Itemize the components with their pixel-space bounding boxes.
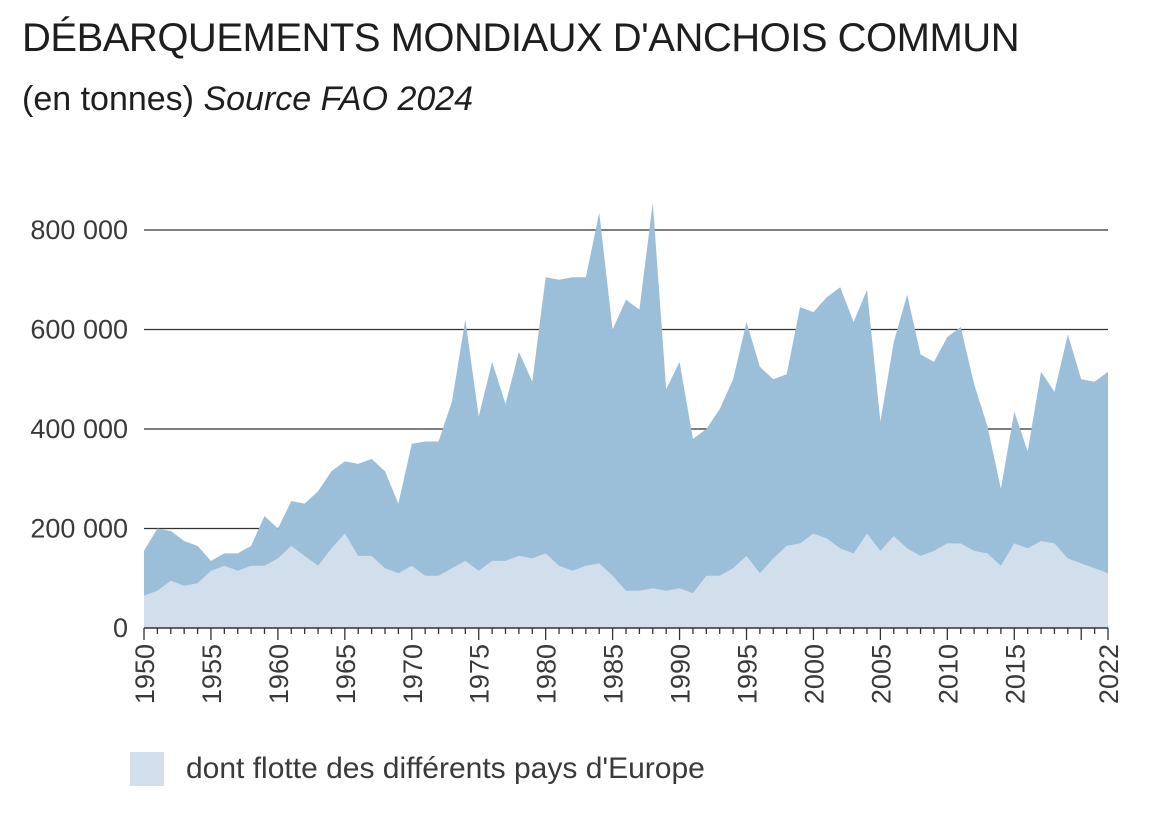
legend-label-europe: dont flotte des différents pays d'Europe bbox=[186, 752, 705, 785]
x-axis-ticks: 1950 1955 1960 1965 1970 1975 1980 1985 1990 1995… bbox=[130, 644, 1124, 704]
x-tick-label: 2000 bbox=[799, 644, 829, 704]
y-tick-label: 800 000 bbox=[30, 215, 128, 245]
source-label: Source FAO 2024 bbox=[203, 80, 474, 118]
x-tick-label: 1955 bbox=[197, 644, 227, 704]
x-tick-label: 1980 bbox=[532, 644, 562, 704]
x-tick-label: 1985 bbox=[599, 644, 629, 704]
x-tick-label: 1960 bbox=[264, 644, 294, 704]
x-tick-label: 1995 bbox=[733, 644, 763, 704]
subtitle-unit: (en tonnes) bbox=[22, 80, 194, 118]
x-tick-label: 1965 bbox=[331, 644, 361, 704]
area-series bbox=[144, 202, 1108, 628]
x-tick-label: 1990 bbox=[666, 644, 696, 704]
x-tick-label: 1970 bbox=[398, 644, 428, 704]
area-total-landings bbox=[144, 202, 1108, 628]
y-tick-label: 600 000 bbox=[30, 315, 128, 345]
axes bbox=[143, 627, 1109, 640]
y-axis-ticks: 0 200 000 400 000 600 000 800 000 bbox=[30, 215, 128, 643]
y-tick-label: 0 bbox=[113, 613, 128, 643]
legend: dont flotte des différents pays d'Europe bbox=[130, 752, 705, 786]
x-tick-label: 1950 bbox=[130, 644, 160, 704]
y-tick-label: 400 000 bbox=[30, 414, 128, 444]
x-tick-label: 2005 bbox=[866, 644, 896, 704]
chart-title: DÉBARQUEMENTS MONDIAUX D'ANCHOIS COMMUN bbox=[22, 16, 1020, 60]
chart-subtitle: (en tonnes) Source FAO 2024 bbox=[22, 80, 473, 119]
legend-swatch-europe bbox=[130, 752, 164, 786]
x-tick-label: 2015 bbox=[1000, 644, 1030, 704]
x-tick-label: 2022 bbox=[1094, 644, 1124, 704]
y-tick-label: 200 000 bbox=[30, 514, 128, 544]
area-europe-fleet bbox=[144, 533, 1108, 628]
x-tick-label: 1975 bbox=[465, 644, 495, 704]
x-tick-label: 2010 bbox=[933, 644, 963, 704]
